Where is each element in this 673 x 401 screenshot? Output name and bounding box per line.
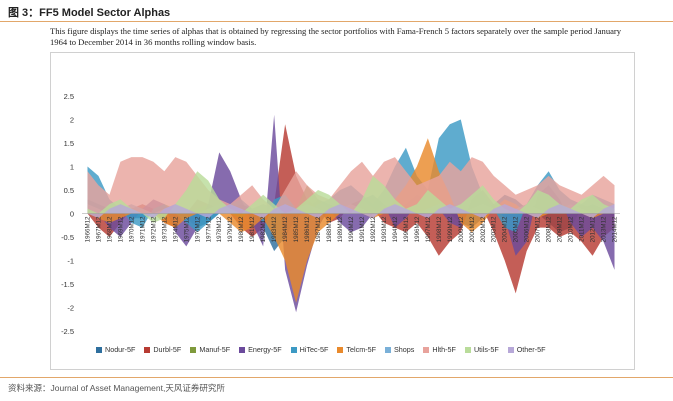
x-tick-label: 1966M12 (84, 216, 91, 242)
chart-legend: Nodur-5F Durbl-5F Manuf-5F Energy-5F HiTec-5… (96, 345, 545, 354)
x-tick-label: 2006M12 (524, 216, 531, 242)
y-tick-label: -1.5 (61, 280, 74, 289)
legend-item: Utils-5F (464, 345, 499, 354)
y-tick-label: 0.5 (64, 186, 74, 195)
x-tick-label: 1999M12 (447, 216, 454, 242)
legend-item: Energy-5F (239, 345, 282, 354)
legend-item: Telcm-5F (337, 345, 376, 354)
title-divider (0, 21, 673, 22)
x-tick-label: 1978M12 (216, 216, 223, 242)
y-tick-label: 0 (70, 210, 74, 219)
legend-item: Shops (384, 345, 415, 354)
figure-description: This figure displays the time series of … (50, 26, 622, 47)
x-tick-label: 1972M12 (150, 216, 157, 242)
x-tick-label: 1991M12 (359, 216, 366, 242)
source-note: 资料来源：Journal of Asset Management,天风证券研究所 (8, 383, 225, 393)
x-tick-label: 1988M12 (326, 216, 333, 242)
x-tick-label: 1989M12 (337, 216, 344, 242)
y-tick-label: 2.5 (64, 92, 74, 101)
legend-swatch (144, 346, 151, 353)
x-tick-label: 2000M12 (458, 216, 465, 242)
x-tick-label: 1985M12 (293, 216, 300, 242)
legend-label: Energy-5F (248, 345, 282, 354)
x-tick-label: 1995M12 (403, 216, 410, 242)
x-tick-label: 1994M12 (392, 216, 399, 242)
x-tick-label: 1981M12 (249, 216, 256, 242)
x-tick-label: 2004M12 (502, 216, 509, 242)
x-tick-label: 2010M12 (568, 216, 575, 242)
x-tick-label: 2008M12 (546, 216, 553, 242)
figure-title: 图 3：FF5 Model Sector Alphas (8, 7, 171, 19)
legend-swatch (337, 346, 344, 353)
x-tick-label: 1977M12 (205, 216, 212, 242)
legend-swatch (239, 346, 246, 353)
legend-item: Manuf-5F (190, 345, 230, 354)
x-tick-label: 2001M12 (469, 216, 476, 242)
x-tick-label: 1976M12 (194, 216, 201, 242)
x-tick-label: 1992M12 (370, 216, 377, 242)
x-tick-label: 1982M12 (260, 216, 267, 242)
y-tick-label: 1.5 (64, 139, 74, 148)
legend-swatch (290, 346, 297, 353)
chart-frame (50, 52, 635, 370)
series-area-other-5f (87, 204, 615, 219)
x-tick-label: 1979M12 (227, 216, 234, 242)
x-tick-label: 2014M12 (612, 216, 619, 242)
x-tick-label: 1968M12 (106, 216, 113, 242)
legend-label: Other-5F (516, 345, 546, 354)
legend-swatch (96, 346, 102, 353)
x-tick-label: 2007M12 (535, 216, 542, 242)
legend-swatch (384, 346, 391, 353)
y-tick-label: 2 (70, 116, 74, 125)
legend-label: Utils-5F (473, 345, 499, 354)
x-tick-label: 2012M12 (590, 216, 597, 242)
x-tick-label: 1997M12 (425, 216, 432, 242)
x-tick-label: 1990M12 (348, 216, 355, 242)
x-tick-label: 1983M12 (271, 216, 278, 242)
legend-item: Hlth-5F (423, 345, 456, 354)
y-tick-label: -2 (67, 304, 74, 313)
legend-swatch (507, 346, 514, 353)
x-tick-label: 1986M12 (304, 216, 311, 242)
legend-label: Durbl-5F (153, 345, 182, 354)
x-tick-label: 1987M12 (315, 216, 322, 242)
x-tick-label: 1980M12 (238, 216, 245, 242)
x-tick-label: 2003M12 (491, 216, 498, 242)
legend-label: Manuf-5F (199, 345, 231, 354)
x-tick-label: 2009M12 (557, 216, 564, 242)
x-tick-label: 1998M12 (436, 216, 443, 242)
x-tick-label: 1996M12 (414, 216, 421, 242)
legend-label: Nodur-5F (105, 345, 136, 354)
y-tick-label: 1 (70, 163, 74, 172)
x-tick-label: 2002M12 (480, 216, 487, 242)
y-tick-label: -0.5 (61, 233, 74, 242)
x-tick-label: 1969M12 (117, 216, 124, 242)
x-tick-label: 1970M12 (128, 216, 135, 242)
x-tick-label: 1973M12 (161, 216, 168, 242)
x-tick-label: 1993M12 (381, 216, 388, 242)
legend-swatch (423, 346, 430, 353)
x-tick-label: 1974M12 (172, 216, 179, 242)
legend-swatch (190, 346, 197, 353)
x-tick-label: 2013M12 (601, 216, 608, 242)
legend-label: Hlth-5F (432, 345, 456, 354)
source-divider (0, 377, 673, 378)
x-tick-label: 2011M12 (579, 216, 586, 242)
x-tick-label: 1971M12 (139, 216, 146, 242)
legend-item: Other-5F (507, 345, 546, 354)
x-tick-label: 2005M12 (513, 216, 520, 242)
legend-item: Nodur-5F (96, 345, 135, 354)
legend-label: Telcm-5F (346, 345, 376, 354)
legend-item: Durbl-5F (144, 345, 181, 354)
y-tick-label: -2.5 (61, 327, 74, 336)
x-tick-label: 1984M12 (282, 216, 289, 242)
x-tick-label: 1967M12 (95, 216, 102, 242)
legend-label: Shops (393, 345, 415, 354)
legend-item: HiTec-5F (290, 345, 329, 354)
y-tick-label: -1 (67, 257, 74, 266)
x-tick-label: 1975M12 (183, 216, 190, 242)
legend-swatch (464, 346, 471, 353)
legend-label: HiTec-5F (299, 345, 329, 354)
